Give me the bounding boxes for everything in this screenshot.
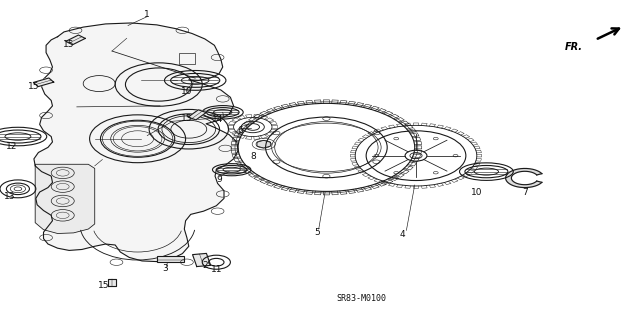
Text: FR.: FR. [564,42,582,52]
Text: 10: 10 [471,189,483,197]
Text: 12: 12 [6,142,17,151]
Polygon shape [257,140,270,148]
Text: 6: 6 [237,126,243,135]
Polygon shape [193,253,211,267]
Bar [157,256,184,262]
Text: 10: 10 [181,87,193,96]
Polygon shape [33,78,54,86]
Polygon shape [506,168,542,188]
Text: 7: 7 [522,189,527,197]
Text: 9: 9 [216,175,221,184]
Polygon shape [66,35,85,45]
Polygon shape [35,164,95,234]
Polygon shape [188,110,206,120]
Text: 5: 5 [314,228,319,237]
Polygon shape [34,23,238,262]
Bar [179,53,195,64]
Text: 14: 14 [212,115,223,124]
Text: 15: 15 [98,281,109,290]
Text: 15: 15 [28,82,39,91]
Text: 3: 3 [163,264,168,273]
Text: 4: 4 [399,230,404,239]
Text: 11: 11 [211,265,222,274]
Polygon shape [108,279,116,286]
Text: SR83-M0100: SR83-M0100 [337,294,387,303]
Text: 13: 13 [4,192,15,201]
Text: 8: 8 [251,152,256,161]
Text: 15: 15 [181,114,193,123]
Text: 1: 1 [145,10,150,19]
Text: 2: 2 [202,261,207,270]
Text: 15: 15 [63,40,75,48]
